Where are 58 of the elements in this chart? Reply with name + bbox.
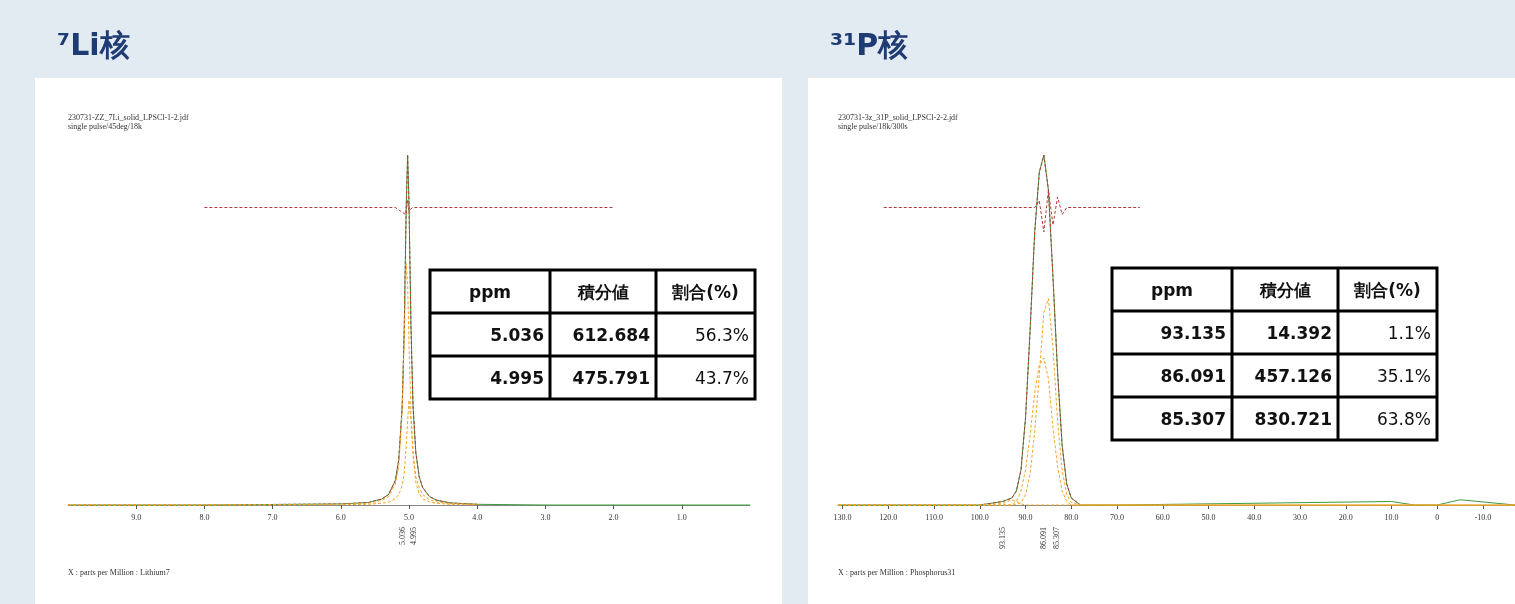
annotation: 56.3% (694, 324, 749, 345)
x-tick-label: 2.0 (608, 512, 619, 522)
annotation: 43.7% (694, 367, 749, 388)
x-tick-label: 9.0 (131, 512, 142, 522)
x-tick-label: 6.0 (335, 512, 346, 522)
x-tick-label: 100.0 (970, 512, 989, 522)
annotation: 1.1% (1387, 322, 1431, 343)
annotation: ppm (468, 281, 512, 302)
text: 86.091 (1038, 527, 1048, 549)
annotation: 93.135 (1160, 322, 1226, 343)
annotation: 63.8% (1376, 408, 1431, 429)
x-tick-label: 110.0 (925, 512, 943, 522)
x-tick-label: 8.0 (199, 512, 210, 522)
x-tick-label: 80.0 (1064, 512, 1079, 522)
chart-title: ⁷Li核 (57, 26, 130, 62)
x-tick-label: 50.0 (1201, 512, 1216, 522)
x-axis-title: X : parts per Million : Lithium7 (68, 567, 170, 577)
x-tick-label: 40.0 (1247, 512, 1262, 522)
annotation: 割合(%) (1353, 279, 1421, 300)
x-tick-label: 7.0 (267, 512, 278, 522)
text: 230731-ZZ_7Li_solid_LPSCl-1-2.jdf (68, 112, 189, 122)
annotation: 35.1% (1376, 365, 1431, 386)
annotation: 割合(%) (671, 281, 739, 302)
x-tick-label: 30.0 (1293, 512, 1308, 522)
x-tick-label: 1.0 (676, 512, 687, 522)
text: 85.307 (1051, 527, 1061, 549)
text: 5.036 (397, 527, 407, 545)
annotation: 5.036 (490, 324, 544, 345)
x-axis-title: X : parts per Million : Phosphorus31 (838, 567, 956, 577)
x-tick-label: 70.0 (1110, 512, 1125, 522)
text: 230731-3z_31P_solid_LPSCl-2-2.jdf (838, 112, 959, 122)
annotation: 積分値 (576, 281, 629, 302)
text: single pulse/45deg/18k (68, 121, 142, 131)
annotation: 4.995 (490, 367, 544, 388)
chart-title: ³¹P核 (830, 26, 909, 62)
annotation: ppm (1150, 279, 1194, 300)
annotation: 85.307 (1160, 408, 1226, 429)
annotation: 14.392 (1266, 322, 1332, 343)
annotation: 86.091 (1160, 365, 1226, 386)
annotation: 830.721 (1254, 408, 1332, 429)
x-tick-label: 0 (1435, 512, 1440, 522)
x-tick-label: 120.0 (879, 512, 898, 522)
x-tick-label: 60.0 (1155, 512, 1170, 522)
x-tick-label: 4.0 (472, 512, 483, 522)
x-tick-label: 10.0 (1384, 512, 1399, 522)
text: single pulse/18k/300s (838, 121, 908, 131)
x-tick-label: 130.0 (833, 512, 852, 522)
annotation: 475.791 (572, 367, 650, 388)
text: 93.135 (997, 527, 1007, 549)
x-tick-label: 90.0 (1018, 512, 1033, 522)
annotation: 457.126 (1254, 365, 1332, 386)
x-tick-label: 5.0 (404, 512, 414, 522)
x-tick-label: -10.0 (1474, 512, 1492, 522)
annotation: 積分値 (1258, 279, 1311, 300)
x-tick-label: 3.0 (540, 512, 551, 522)
x-tick-label: 20.0 (1338, 512, 1353, 522)
text: 4.995 (409, 527, 419, 545)
annotation: 612.684 (572, 324, 651, 345)
